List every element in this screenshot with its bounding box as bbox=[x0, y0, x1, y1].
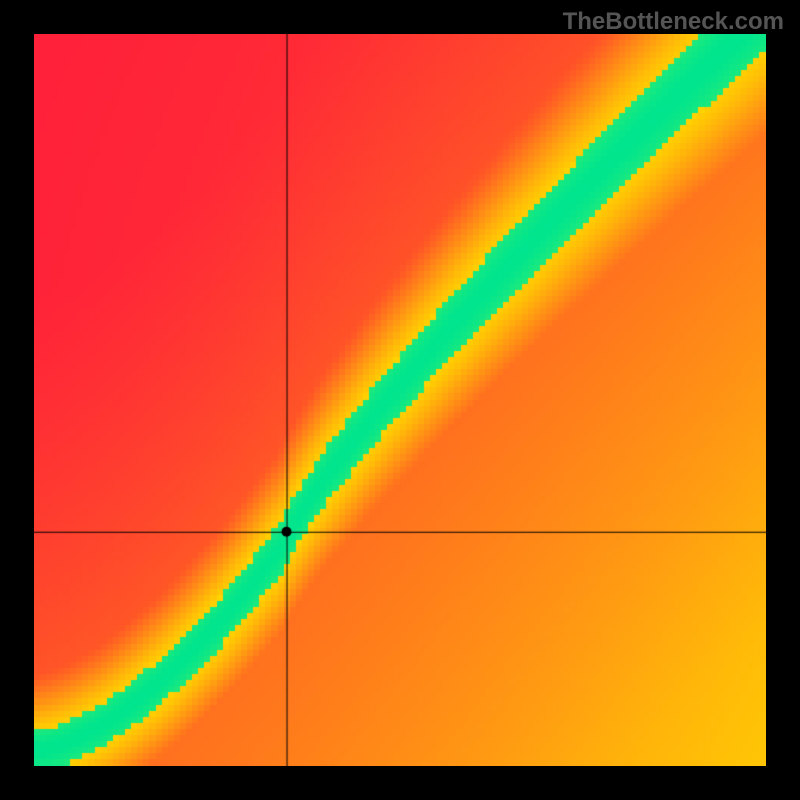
chart-container: TheBottleneck.com bbox=[0, 0, 800, 800]
watermark-text: TheBottleneck.com bbox=[563, 8, 784, 36]
heatmap-canvas bbox=[34, 34, 766, 766]
plot-black-border bbox=[0, 0, 800, 800]
